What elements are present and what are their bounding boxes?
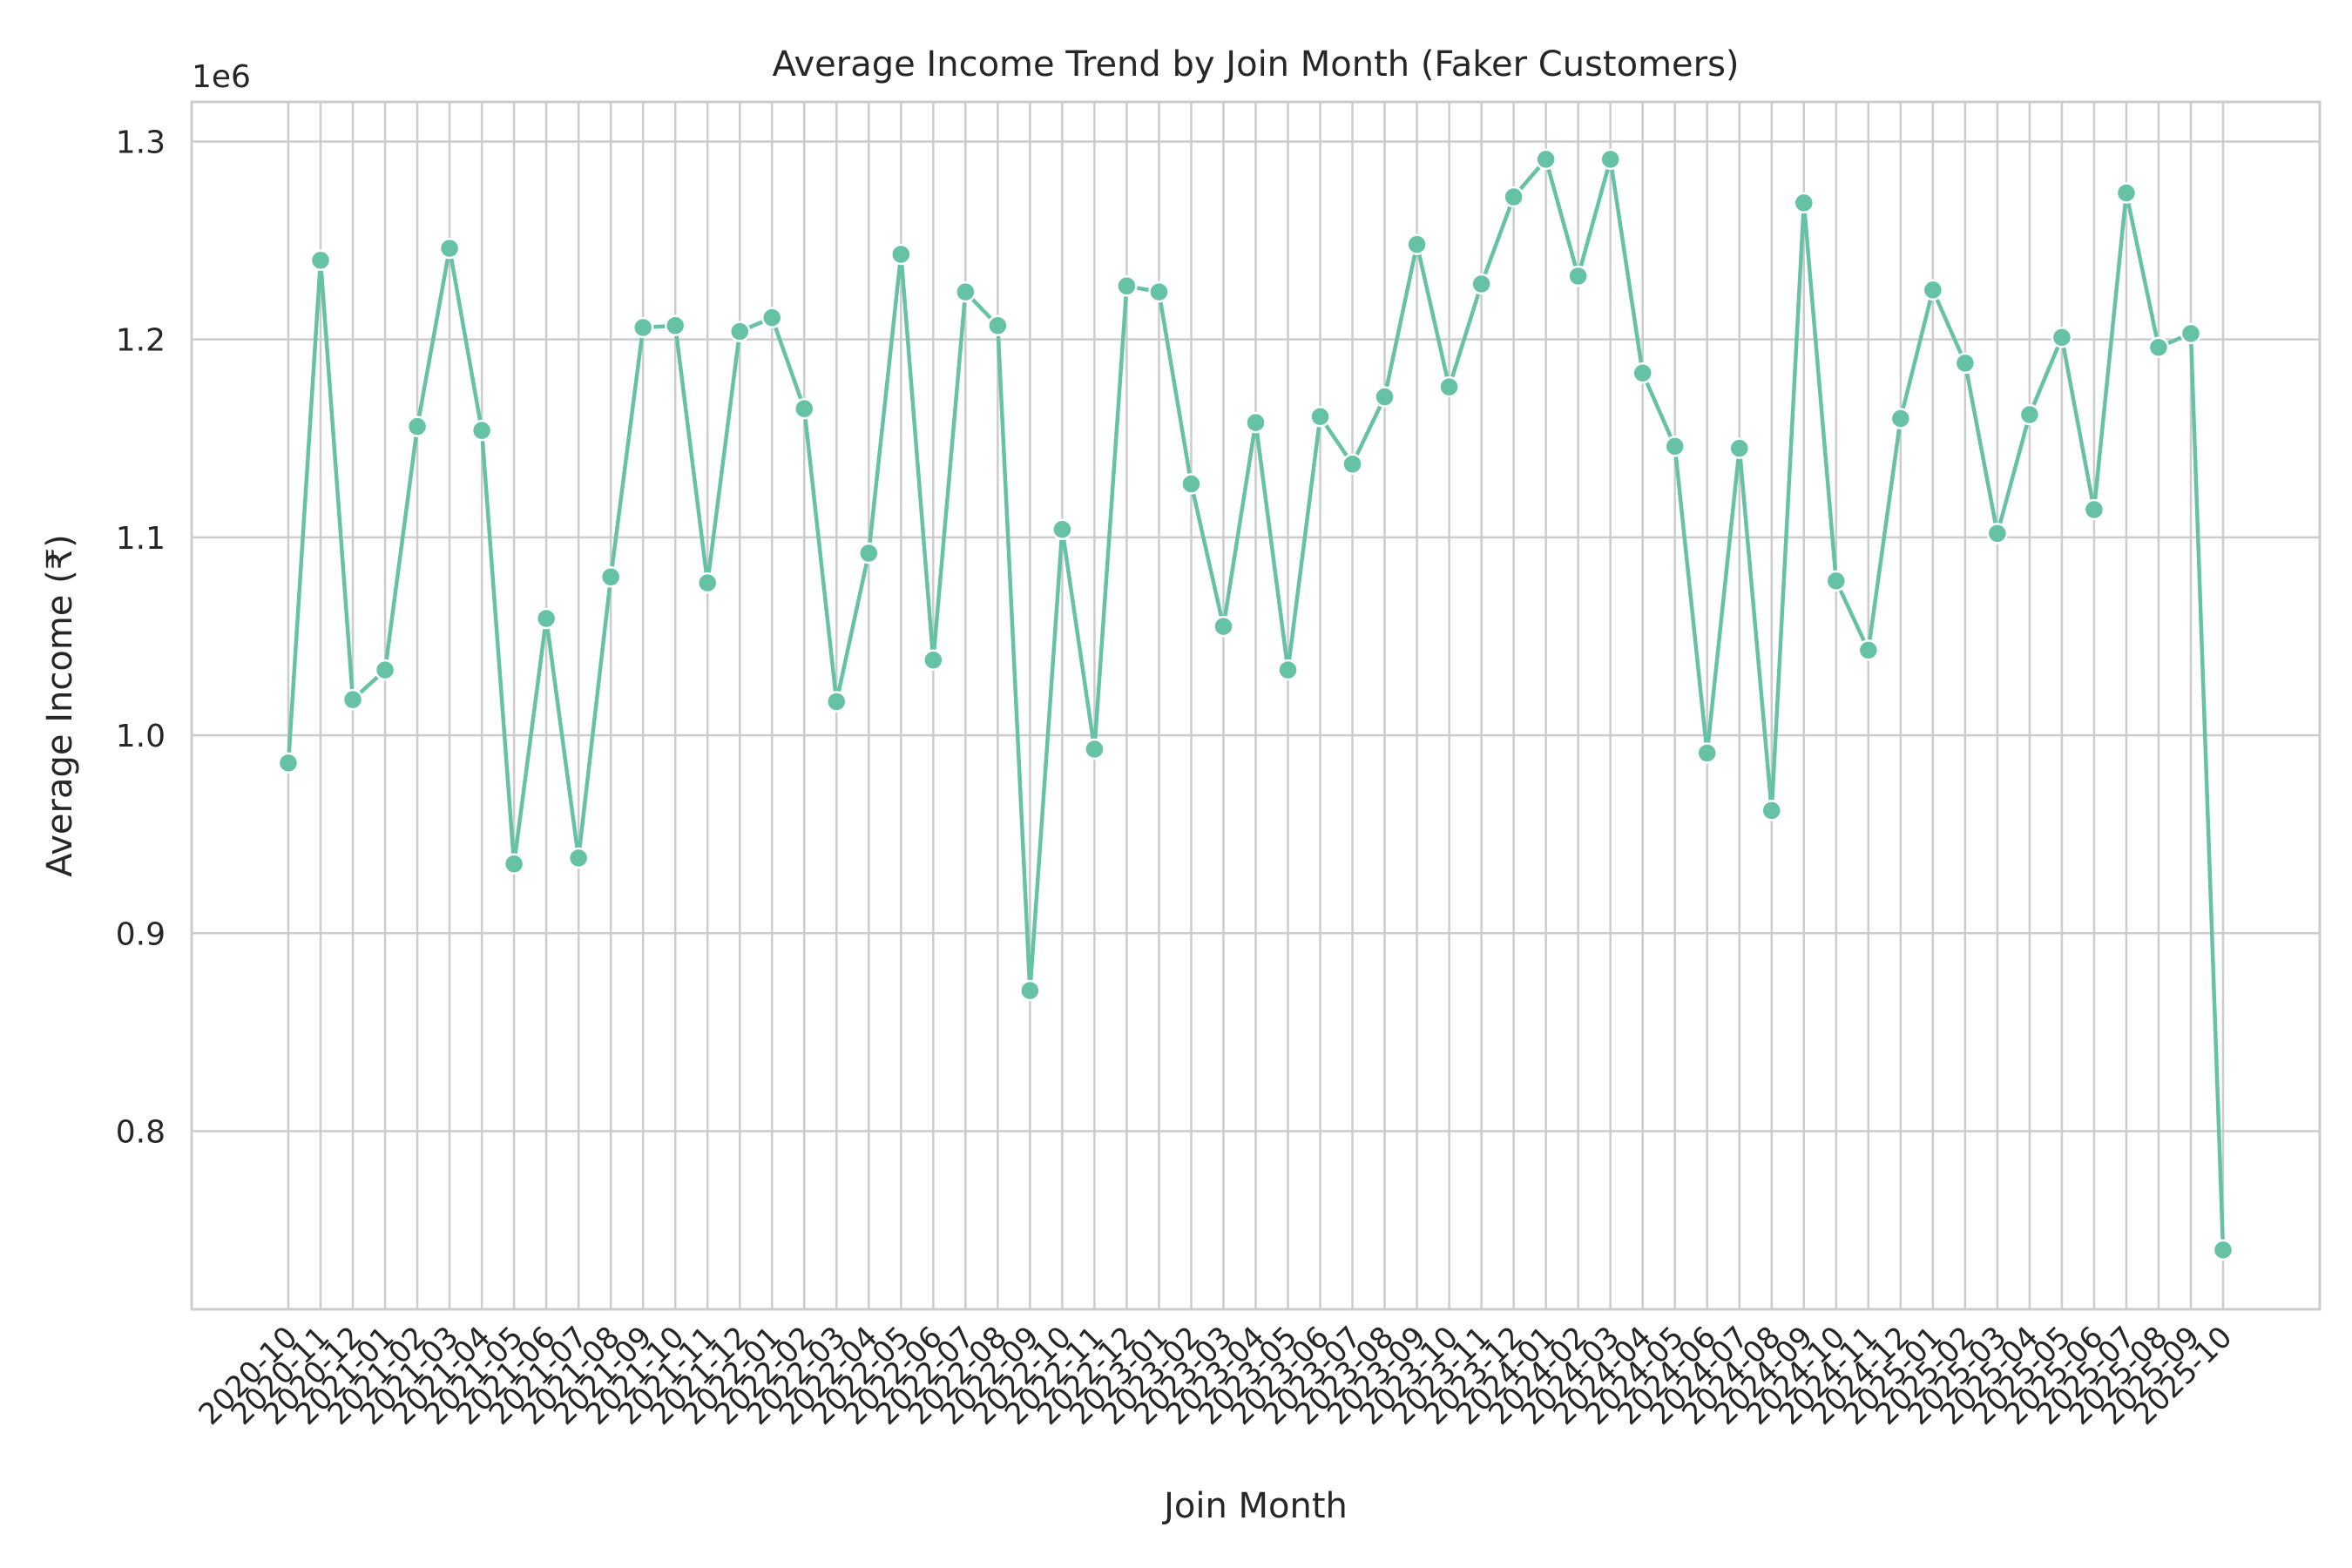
- data-point: [1793, 192, 1815, 214]
- data-point: [2115, 182, 2138, 204]
- data-point: [1342, 453, 1363, 476]
- data-point: [1567, 265, 1589, 287]
- data-point: [1664, 436, 1686, 457]
- data-point: [1019, 979, 1041, 1002]
- y-offset-label: 1e6: [192, 59, 251, 95]
- data-point: [1438, 375, 1460, 398]
- data-point: [1535, 148, 1557, 171]
- series-layer: [277, 148, 2234, 1261]
- data-point: [1213, 615, 1234, 638]
- data-point: [1051, 518, 1073, 541]
- data-point: [1632, 362, 1653, 384]
- data-point: [794, 397, 815, 420]
- data-point: [1889, 408, 1912, 429]
- data-point: [1728, 437, 1750, 459]
- data-point: [374, 659, 396, 681]
- data-point: [664, 314, 686, 337]
- data-point: [2018, 403, 2041, 426]
- y-tick-label: 0.9: [116, 916, 166, 952]
- data-point: [1922, 279, 1944, 301]
- data-point: [1696, 742, 1718, 764]
- data-point: [1180, 473, 1202, 495]
- data-point: [1599, 148, 1621, 171]
- data-point: [2051, 327, 2073, 348]
- data-point: [1986, 523, 2009, 544]
- data-point: [406, 416, 429, 437]
- data-point: [1148, 280, 1170, 303]
- y-tick-label: 1.0: [116, 719, 166, 754]
- data-point: [309, 249, 332, 272]
- data-point: [1406, 233, 1428, 255]
- data-point: [826, 691, 848, 713]
- plot-frame: [190, 100, 2322, 1311]
- data-point: [1309, 406, 1331, 428]
- data-point: [1116, 275, 1138, 297]
- y-tick-label: 1.2: [116, 323, 166, 359]
- data-point: [858, 542, 880, 564]
- grid-lines: [192, 102, 2320, 1309]
- data-point: [1374, 386, 1396, 408]
- y-tick-labels: 0.8 0.9 1.0 1.1 1.2 1.3: [116, 125, 166, 1150]
- data-point: [341, 688, 364, 711]
- data-point: [955, 280, 977, 303]
- data-point: [987, 314, 1009, 337]
- data-point: [470, 419, 493, 442]
- data-point: [277, 752, 300, 774]
- data-point: [1470, 273, 1492, 295]
- data-point: [1825, 570, 1848, 592]
- data-point: [1084, 738, 1105, 760]
- x-tick-labels: 2020-102020-112020-122021-012021-022021-…: [193, 1320, 2240, 1432]
- x-axis-label: Join Month: [1161, 1486, 1348, 1526]
- data-point: [1277, 659, 1299, 681]
- data-point: [2212, 1239, 2234, 1261]
- data-point: [1954, 352, 1977, 375]
- data-point: [1761, 800, 1783, 821]
- data-point: [535, 607, 558, 630]
- data-point: [567, 847, 590, 869]
- data-point: [1245, 411, 1267, 434]
- y-tick-label: 1.1: [116, 521, 166, 557]
- data-point: [503, 853, 525, 875]
- data-point: [1857, 639, 1880, 661]
- y-tick-label: 1.3: [116, 125, 166, 160]
- data-point: [728, 321, 751, 342]
- data-point: [890, 243, 912, 266]
- y-axis-label: Average Income (₹): [40, 534, 80, 877]
- data-point: [599, 566, 622, 588]
- chart-title: Average Income Trend by Join Month (Fake…: [772, 44, 1739, 84]
- data-point: [2147, 336, 2170, 358]
- data-point: [438, 237, 461, 260]
- data-point: [923, 649, 944, 671]
- data-point: [761, 307, 783, 328]
- data-point: [632, 316, 654, 339]
- data-point: [2180, 322, 2202, 345]
- data-point: [696, 571, 719, 594]
- data-point: [2083, 498, 2105, 521]
- data-point: [1503, 186, 1524, 208]
- y-tick-label: 0.8: [116, 1115, 166, 1151]
